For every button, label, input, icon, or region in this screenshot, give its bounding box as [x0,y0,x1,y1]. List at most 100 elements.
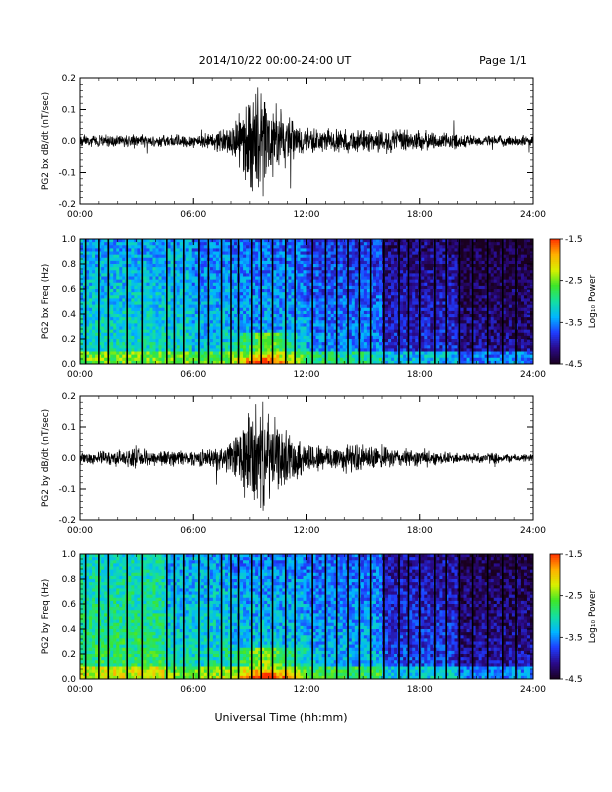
spectrogram-cell [415,282,419,287]
spectrogram-cell [318,323,322,327]
spectrogram-cell [336,301,341,306]
spectrogram-cell [354,257,359,262]
spectrogram-cell [261,320,265,324]
spectrogram-cell [321,289,326,293]
spectrogram-cell [185,317,190,321]
spectrogram-cell [122,348,126,352]
spectrogram-cell [221,310,226,315]
spectrogram-cell [342,245,347,249]
spectrogram-cell [128,301,132,306]
spectrogram-cell [209,335,214,340]
spectrogram-cell [86,295,90,299]
spectrogram-cell [372,254,377,259]
spectrogram-cell [234,289,238,293]
spectrogram-cell [170,339,175,343]
spectrogram-cell [303,351,307,356]
spectrogram-cell [321,314,326,318]
spectrogram-cell [360,345,365,349]
spectrogram-cell [282,245,286,249]
spectrogram-cell [327,260,332,265]
spectrogram-cell [258,345,262,349]
spectrogram-cell [231,354,235,359]
spectrogram-cell [366,360,371,365]
spectrogram-cell [215,260,220,265]
spectrogram-cell [128,323,132,327]
spectrogram-cell [110,342,114,346]
spectrogram-cell [312,239,316,243]
spectrogram-cell [161,289,165,293]
spectrogram-cell [218,307,223,312]
spectrogram-cell [439,304,443,309]
spectrogram-cell [255,251,259,256]
spectrogram-cell [442,304,446,309]
spectrogram-cell [170,354,175,359]
spectrogram-cell [264,326,268,331]
spectrogram-cell [227,292,232,296]
spectrogram-cell [403,329,407,334]
spectrogram-cell [128,351,132,356]
spectrogram-cell [246,301,250,306]
spectrogram-cell [240,245,244,249]
spectrogram-cell [134,360,138,365]
spectrogram-cell [297,267,301,271]
spectrogram-cell [194,351,199,356]
spectrogram-cell [336,314,341,318]
spectrogram-cell [409,279,413,284]
spectrogram-cell [185,292,190,296]
spectrogram-cell [294,282,298,287]
spectrogram-cell [249,317,253,321]
spectrogram-cell [234,245,238,249]
spectrogram-cell [134,239,138,243]
spectrogram-cell [119,354,123,359]
spectrogram-cell [227,260,232,265]
spectrogram-cell [149,239,153,243]
spectrogram-cell [231,245,235,249]
spectrogram-cell [306,254,310,259]
spectrogram-cell [170,301,175,306]
spectrogram-cell [300,342,304,346]
spectrogram-cell [134,292,138,296]
spectrogram-cell [279,354,283,359]
spectrogram-cell [176,254,181,259]
spectrogram-cell [342,276,347,281]
spectrogram-cell [218,323,223,327]
spectrogram-cell [394,285,398,290]
spectrogram-cell [122,270,126,274]
spectrogram-cell [273,264,277,268]
spectrogram-cell [212,267,217,271]
spectrogram-cell [297,251,301,256]
spectrogram-cell [98,310,102,315]
spectrogram-cell [203,342,208,346]
spectrogram-cell [212,314,217,318]
spectrogram-cell [110,307,114,312]
spectrogram-cell [215,285,220,290]
spectrogram-cell [255,314,259,318]
spectrogram-cell [155,279,159,284]
spectrogram-cell [234,351,238,356]
spectrogram-cell [252,310,256,315]
spectrogram-cell [221,257,226,262]
spectrogram-cell [215,320,220,324]
spectrogram-cell [243,310,247,315]
spectrogram-cell [415,320,419,324]
spectrogram-cell [288,279,292,284]
spectrogram-cell [143,279,147,284]
spectrogram-cell [412,289,416,293]
spectrogram-cell [339,339,344,343]
spectrogram-cell [279,279,283,284]
spectrogram-cell [363,314,368,318]
spectrogram-cell [279,301,283,306]
spectrogram-cell [231,323,235,327]
spectrogram-cell [327,354,332,359]
spectrogram-cell [309,307,313,312]
spectrogram-cell [400,264,404,268]
spectrogram-cell [261,264,265,268]
spectrogram-cell [194,264,199,268]
spectrogram-cell [95,345,99,349]
spectrogram-cell [246,314,250,318]
spectrogram-cell [409,329,413,334]
spectrogram-cell [442,279,446,284]
spectrogram-cell [243,289,247,293]
spectrogram-cell [209,360,214,365]
spectrogram-cell [176,320,181,324]
